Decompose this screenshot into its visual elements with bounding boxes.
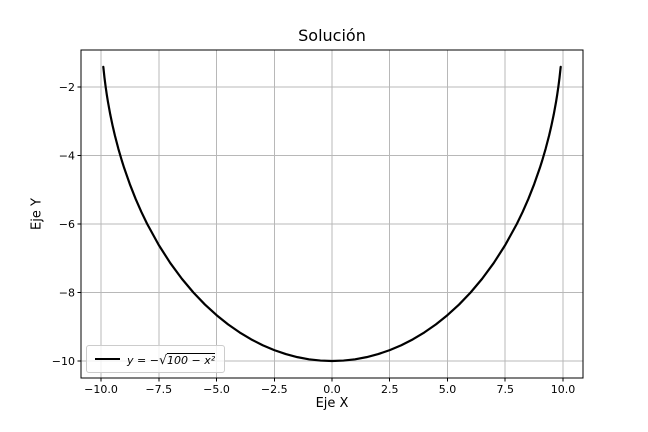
x-tick-label: −7.5 (145, 383, 172, 396)
x-tick-label: 10.0 (551, 383, 576, 396)
curve-path (102, 65, 562, 363)
tick-labels: −10.0 −7.5 −5.0 −2.5 0.0 2.5 5.0 7.5 10.0 −2 −4 −6 −… (52, 81, 575, 396)
legend-label-prefix: y = − (127, 353, 159, 367)
legend-line-sample (95, 357, 120, 361)
y-tick-label: −10 (52, 355, 75, 368)
x-tick-label: 5.0 (439, 383, 457, 396)
grid (81, 50, 583, 378)
legend-label-radicand: 100 − x² (167, 352, 216, 367)
x-tick-label: −2.5 (261, 383, 288, 396)
y-tick-label: −4 (59, 149, 75, 162)
y-axis-label: Eje Y (29, 198, 45, 230)
x-tick-label: 2.5 (381, 383, 399, 396)
y-tick-label: −2 (59, 81, 75, 94)
tick-marks (77, 86, 564, 382)
legend-label: y = −√100 − x² (127, 351, 216, 367)
legend: y = −√100 − x² (86, 345, 226, 373)
y-tick-label: −6 (59, 218, 75, 231)
x-tick-label: −5.0 (203, 383, 230, 396)
x-tick-label: −10.0 (84, 383, 118, 396)
x-tick-label: 7.5 (496, 383, 514, 396)
x-tick-label: 0.0 (323, 383, 341, 396)
y-tick-label: −8 (59, 287, 75, 300)
chart-title: Solución (298, 26, 366, 45)
sqrt-symbol: √ (158, 351, 167, 367)
x-axis-label: Eje X (315, 396, 349, 411)
